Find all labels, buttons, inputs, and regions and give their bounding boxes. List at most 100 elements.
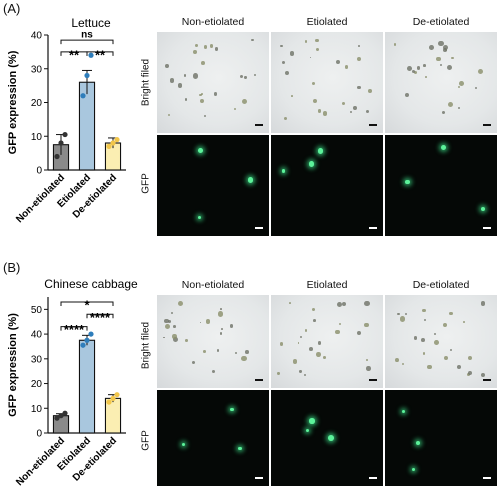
- protoplast-cell: [434, 333, 437, 336]
- protoplast-cell: [164, 318, 169, 324]
- data-point: [88, 52, 94, 58]
- protoplast-cell: [424, 75, 427, 78]
- data-point: [106, 143, 112, 149]
- image-gfp-de-etiolated: [385, 135, 497, 236]
- chart-title: Chinese cabbage: [44, 277, 138, 291]
- protoplast-cell: [312, 319, 316, 323]
- y-tick-label: 30: [31, 64, 43, 75]
- protoplast-cell: [480, 372, 485, 377]
- data-point: [80, 342, 86, 348]
- protoplast-cell: [309, 56, 312, 59]
- data-point: [84, 337, 90, 343]
- data-point: [62, 131, 68, 138]
- significance-bracket: [60, 39, 114, 45]
- y-tick-label: 0: [36, 429, 42, 440]
- protoplast-cell: [474, 86, 478, 90]
- protoplast-cell: [449, 348, 452, 351]
- protoplast-cell: [234, 351, 238, 354]
- protoplast-cell: [357, 56, 362, 61]
- gfp-cell: [440, 145, 446, 151]
- gfp-cell: [411, 467, 415, 471]
- data-point: [84, 72, 90, 79]
- y-tick-label: 20: [31, 379, 43, 390]
- protoplast-cell: [284, 70, 289, 75]
- protoplast-cell: [414, 70, 418, 74]
- protoplast-cell: [407, 65, 413, 71]
- protoplast-cell: [458, 106, 461, 109]
- protoplast-cell: [192, 73, 199, 79]
- scale-bar: [369, 477, 377, 479]
- protoplast-cell: [184, 98, 188, 101]
- protoplast-cell: [172, 337, 178, 343]
- protoplast-cell: [344, 65, 349, 69]
- scale-bar: [255, 227, 263, 229]
- gfp-cell: [181, 443, 185, 447]
- protoplast-cell: [364, 323, 369, 328]
- protoplast-cell: [203, 115, 206, 118]
- scale-bar: [483, 379, 491, 381]
- protoplast-cell: [443, 48, 447, 52]
- column-header-de-etiolated: De-etiolated: [412, 279, 470, 291]
- scale-bar: [483, 477, 491, 479]
- protoplast-cell: [200, 93, 203, 95]
- protoplast-cell: [292, 359, 298, 364]
- column-header-de-etiolated: De-etiolated: [412, 16, 470, 28]
- gfp-cell: [405, 180, 410, 185]
- gfp-cell: [309, 418, 315, 424]
- protoplast-cell: [299, 370, 302, 373]
- protoplast-cell: [428, 44, 434, 50]
- protoplast-cell: [170, 311, 174, 315]
- scale-bar: [483, 124, 491, 126]
- protoplast-cell: [304, 40, 308, 43]
- protoplast-cell: [167, 114, 170, 117]
- protoplast-cell: [242, 98, 248, 104]
- protoplast-cell: [304, 373, 307, 377]
- protoplast-cell: [219, 332, 223, 335]
- protoplast-cell: [163, 336, 165, 339]
- significance-label: ****: [90, 310, 111, 325]
- scale-bar: [369, 124, 377, 126]
- bar-chart-chinese-cabbage: Chinese cabbage GFP expression (%) 0 10 20 30…: [7, 277, 138, 488]
- gfp-cell: [308, 161, 315, 167]
- protoplast-cell: [424, 319, 427, 322]
- protoplast-cell: [443, 355, 449, 360]
- data-point: [106, 399, 112, 405]
- protoplast-cell: [368, 89, 372, 94]
- protoplast-cell: [439, 63, 442, 66]
- protoplast-cell: [199, 99, 204, 104]
- data-point: [54, 153, 60, 160]
- protoplast-cell: [422, 352, 426, 355]
- protoplast-cell: [341, 302, 346, 307]
- scale-bar: [255, 124, 263, 126]
- protoplast-cell: [168, 319, 172, 323]
- protoplast-cell: [365, 109, 370, 114]
- protoplast-cell: [214, 47, 219, 51]
- protoplast-cell: [205, 319, 211, 324]
- data-point: [110, 395, 116, 401]
- protoplast-cell: [421, 338, 425, 343]
- protoplast-cell: [442, 322, 448, 328]
- y-tick-label: 50: [31, 305, 43, 316]
- significance-label: **: [95, 47, 106, 62]
- protoplast-cell: [289, 51, 295, 56]
- protoplast-cell: [253, 74, 256, 77]
- protoplast-cell: [447, 102, 454, 108]
- y-tick-label: 40: [31, 31, 43, 42]
- column-header-etiolated: Etiolated: [306, 279, 348, 291]
- protoplast-cell: [277, 372, 280, 375]
- image-bright-field-de-etiolated: [385, 295, 497, 388]
- row-label-bright-field: Bright filed: [140, 58, 152, 107]
- significance-label: ns: [81, 30, 93, 41]
- data-point: [110, 140, 116, 146]
- protoplast-cell: [279, 342, 284, 346]
- significance-bracket: [86, 313, 114, 319]
- protoplast-cell: [456, 364, 462, 370]
- gfp-cell: [305, 428, 309, 433]
- protoplast-cell: [413, 336, 418, 340]
- scale-bar: [369, 379, 377, 381]
- protoplast-cell: [481, 301, 486, 306]
- protoplast-cell: [193, 50, 198, 55]
- protoplast-cell: [308, 347, 313, 351]
- protoplast-cell: [291, 95, 293, 97]
